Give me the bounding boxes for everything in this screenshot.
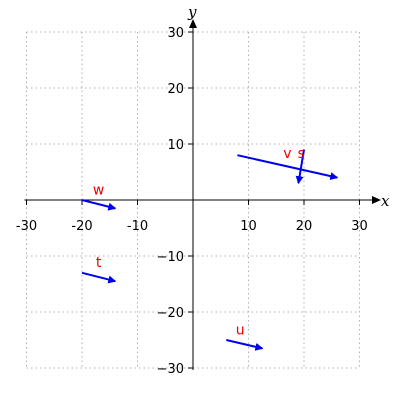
x-tick-label: -30 [16,219,37,234]
vector-w: w [81,182,117,211]
axes [24,19,381,370]
x-axis-label: x [381,192,390,210]
vector-t: t [81,255,117,284]
y-tick-label: 20 [167,82,184,97]
vector-arrow [81,271,117,284]
vector-arrow [237,154,339,180]
vector-v: v [237,146,339,180]
vector-arrow [226,339,264,351]
vector-label: t [96,255,102,271]
vector-label: v [283,146,291,162]
x-tick-label: 30 [351,219,368,234]
vectors: v s w t u [81,146,339,351]
x-tick-label: 20 [296,219,313,234]
vector-arrow [295,149,305,185]
x-tick-label: -10 [127,219,148,234]
y-tick-label: 30 [167,26,184,41]
vector-label: s [298,146,305,162]
y-tick-label: −10 [157,250,184,265]
y-tick-label: −30 [157,362,184,377]
vector-label: w [93,182,104,198]
x-axis-arrow-icon [372,196,381,204]
vector-u: u [226,322,264,351]
vector-s: s [295,146,305,185]
y-tick-label: −20 [157,306,184,321]
y-axis-label: y [187,3,197,21]
x-tick-label: 10 [240,219,257,234]
vector-label: u [236,322,245,338]
y-tick-label: 10 [167,138,184,153]
x-tick-label: -20 [71,219,92,234]
ticks: -30 -20 -10 10 20 30 −30 −20 −10 10 20 30 [16,26,368,377]
y-axis-arrow-icon [189,19,197,28]
vector-arrow [81,199,117,211]
